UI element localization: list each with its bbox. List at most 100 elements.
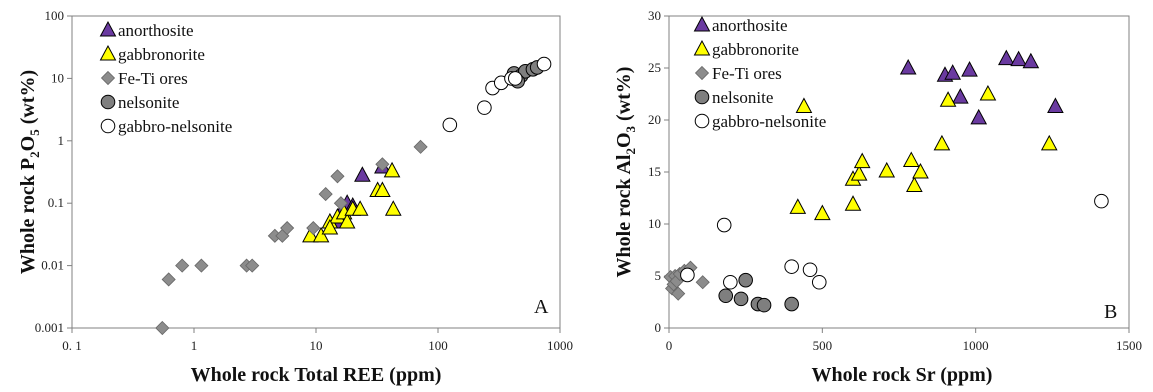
panel-a-legend-marker-gabbronorite <box>99 44 117 61</box>
panel-a-point-fe-ti-ores <box>413 139 428 154</box>
panel-a-point-fe-ti-ores <box>306 220 321 236</box>
panel-b-x-axis-title: Whole rock Sr (ppm) <box>812 364 993 386</box>
panel-b-point-anorthosite <box>1022 52 1040 69</box>
panel-b-point-anorthosite <box>961 61 978 77</box>
panel-a-y-tick-label: 1 <box>58 133 65 148</box>
panel-a-y-tick-label: 0.1 <box>48 195 64 210</box>
panel-b-y-tick-label: 5 <box>655 268 662 283</box>
panel-b-x-tick-label: 500 <box>813 338 833 353</box>
panel-a-point-fe-ti-ores <box>245 258 260 273</box>
panel-b-y-tick-label: 15 <box>648 164 661 179</box>
panel-b-y-title-prefix: Whole rock Al <box>613 154 635 277</box>
panel-b-y-ticks: 0 5 10 15 20 25 30 <box>648 8 669 335</box>
panel-b-point-gabbronorite <box>878 161 896 178</box>
panel-a-x-tick-label: 1 <box>191 338 198 353</box>
panel-b-point-anorthosite <box>951 88 969 104</box>
panel-b-point-gabbronorite <box>1040 134 1058 151</box>
panel-b-point-gabbronorite <box>933 134 951 151</box>
panel-a-legend-label-fe-ti-ores: Fe-Ti ores <box>118 69 188 88</box>
panel-a-point-fe-ti-ores <box>318 187 333 202</box>
panel-a-point-gabbronorite <box>384 200 402 216</box>
panel-a-point-fe-ti-ores <box>330 169 345 184</box>
panel-b-point-nelsonite <box>733 291 749 307</box>
panel-b-y-title-suffix: (wt%) <box>613 67 635 126</box>
panel-a-points <box>155 56 552 336</box>
panel-b-legend: anorthosite gabbronorite Fe-Ti ores nelsoni… <box>693 15 826 131</box>
panel-b-legend-marker-gabbronorite <box>693 39 711 56</box>
panel-b-point-gabbronorite <box>853 152 871 169</box>
panel-a-point-gabbronorite <box>374 181 391 197</box>
panel-a-y-tick-label: 10 <box>51 70 64 85</box>
panel-a-y-tick-label: 100 <box>45 8 65 23</box>
panel-b-point-gabbro-nelsonite <box>1094 193 1109 209</box>
panel-b-point-gabbronorite <box>902 151 920 168</box>
panel-b-y-tick-label: 10 <box>648 216 661 231</box>
panel-a-y-axis-title: Whole rock P2O5 (wt%) <box>17 70 42 274</box>
panel-b-point-gabbro-nelsonite <box>716 217 732 233</box>
panel-b-point-anorthosite <box>1010 50 1027 67</box>
panel-a-point-fe-ti-ores <box>333 196 348 211</box>
panel-b-y-title-sub2: 3 <box>623 125 638 132</box>
panel-a-point-gabbro-nelsonite <box>442 117 458 133</box>
panel-a-x-ticks: 0. 1 1 10 100 1000 <box>62 328 573 353</box>
panel-b-point-anorthosite <box>1047 97 1064 113</box>
panel-b-y-tick-label: 0 <box>655 320 662 335</box>
panel-b-point-anorthosite <box>944 64 962 80</box>
panel-a-x-tick-label: 0. 1 <box>62 338 82 353</box>
panel-b-point-gabbro-nelsonite <box>784 259 799 274</box>
panel-b-point-nelsonite <box>784 296 799 312</box>
panel-a-y-title-prefix: Whole rock P <box>17 158 39 274</box>
panel-b-point-anorthosite <box>997 49 1015 66</box>
panel-b-point-gabbro-nelsonite <box>723 274 738 290</box>
panel-b-point-gabbronorite <box>844 195 862 211</box>
panel-a-point-anorthosite <box>354 166 371 182</box>
panel-a-y-title-sub2: 5 <box>27 129 42 136</box>
panel-a-point-fe-ti-ores <box>280 220 295 236</box>
panel-b-point-gabbronorite <box>813 204 831 221</box>
panel-a-point-fe-ti-ores <box>155 320 170 336</box>
panel-a-point-fe-ti-ores <box>375 157 390 172</box>
panel-a-legend-marker-anorthosite <box>99 20 117 37</box>
panel-b-legend-label-fe-ti-ores: Fe-Ti ores <box>712 64 782 83</box>
panel-b-point-gabbronorite <box>905 176 923 193</box>
panel-b-legend-label-gabbronorite: gabbronorite <box>712 40 799 59</box>
panel-b-legend-marker-fe-ti-ores <box>694 65 710 81</box>
panel-b-point-gabbronorite <box>979 84 997 101</box>
panel-a: 0.001 0.01 0.1 1 10 100 0. 1 1 10 100 1000 anorth… <box>17 8 573 386</box>
panel-b-x-ticks: 0 500 1000 1500 <box>666 328 1142 353</box>
panel-a-x-tick-label: 100 <box>428 338 448 353</box>
panel-b-point-anorthosite <box>970 108 988 125</box>
panel-a-point-gabbronorite <box>312 226 330 243</box>
panel-a-point-gabbronorite <box>338 212 356 229</box>
panel-b-point-gabbro-nelsonite <box>802 262 818 278</box>
panel-b-legend-label-anorthosite: anorthosite <box>712 16 788 35</box>
panel-b-point-gabbronorite <box>912 162 929 179</box>
panel-a-x-tick-label: 10 <box>310 338 323 353</box>
panel-a-legend-label-gabbro-nelsonite: gabbro-nelsonite <box>118 117 232 136</box>
panel-a-x-axis-title: Whole rock Total REE (ppm) <box>191 364 442 386</box>
panel-b-point-gabbronorite <box>939 91 957 107</box>
panel-b-point-nelsonite <box>718 288 734 304</box>
panel-b-letter: B <box>1104 301 1117 323</box>
panel-a-legend: anorthosite gabbronorite Fe-Ti ores nelsoni… <box>99 20 232 136</box>
panel-a-y-tick-label: 0.001 <box>35 320 64 335</box>
panel-a-point-gabbronorite <box>302 226 319 243</box>
panel-b-legend-marker-gabbro-nelsonite <box>694 113 710 129</box>
panel-b-x-tick-label: 1000 <box>963 338 989 353</box>
panel-a-point-gabbro-nelsonite <box>477 100 492 115</box>
panel-a-point-gabbro-nelsonite <box>536 56 552 72</box>
panel-b-point-nelsonite <box>738 272 753 288</box>
panel-b-legend-marker-nelsonite <box>694 89 710 105</box>
panel-b-point-gabbronorite <box>789 198 807 214</box>
panel-b-point-gabbro-nelsonite <box>680 267 695 283</box>
panel-b-legend-label-nelsonite: nelsonite <box>712 88 773 107</box>
panel-b-point-nelsonite <box>756 297 772 313</box>
panel-a-y-title-sub1: 2 <box>27 151 42 158</box>
panel-b-point-gabbro-nelsonite <box>811 274 827 290</box>
panel-b-x-tick-label: 0 <box>666 338 673 353</box>
panel-a-legend-marker-nelsonite <box>100 94 116 110</box>
panel-a-legend-label-gabbronorite: gabbronorite <box>118 45 205 64</box>
panel-a-legend-label-nelsonite: nelsonite <box>118 93 179 112</box>
panel-b-y-axis-title: Whole rock Al2O3 (wt%) <box>613 67 638 278</box>
panel-a-x-tick-label: 1000 <box>547 338 573 353</box>
